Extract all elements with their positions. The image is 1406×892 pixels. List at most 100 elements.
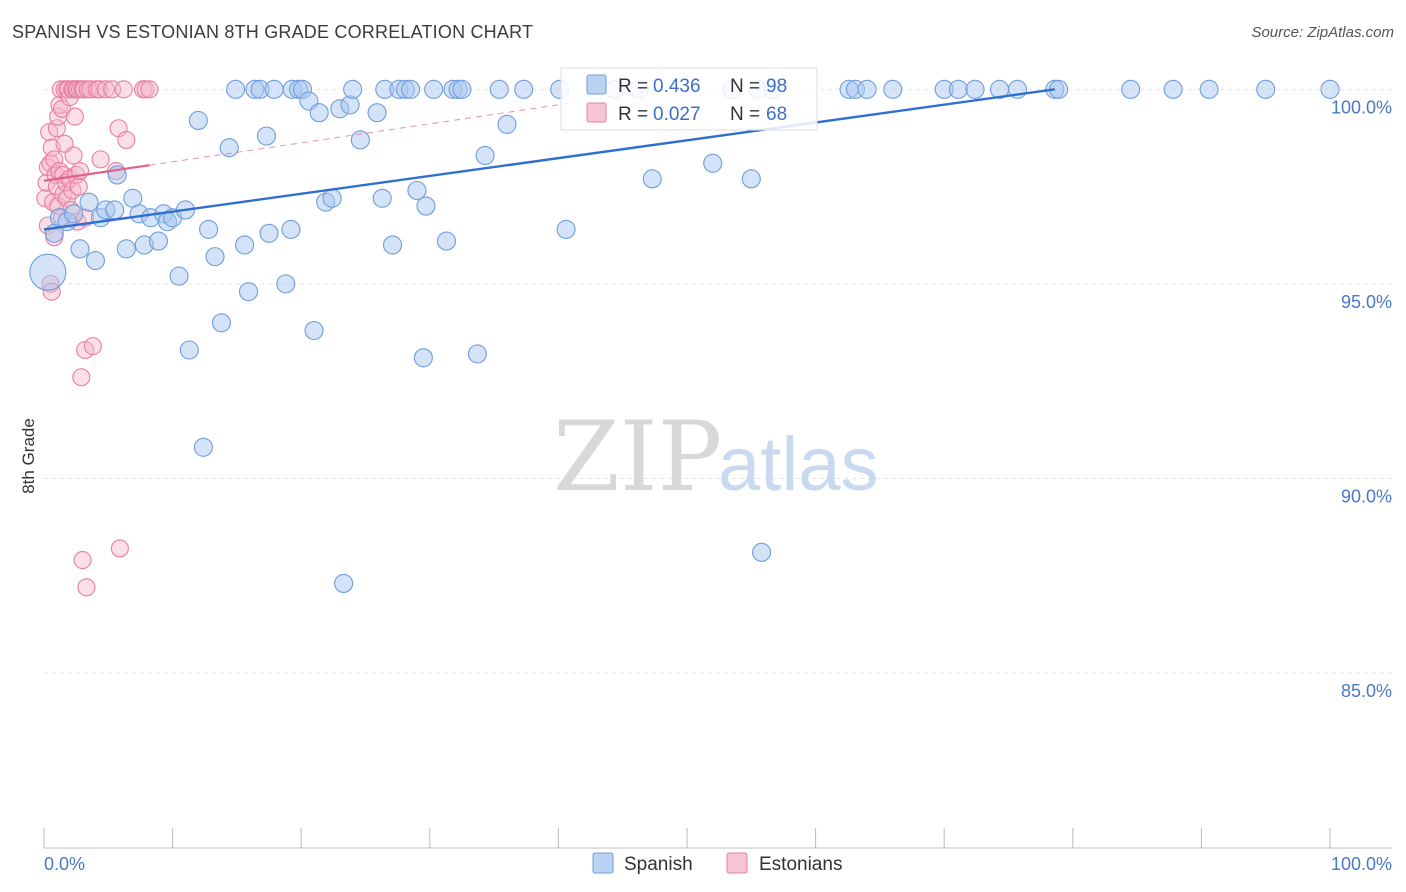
spanish-point	[1320, 79, 1340, 99]
spanish-point	[424, 79, 444, 99]
spanish-points	[29, 79, 1340, 593]
spanish-point	[642, 169, 662, 189]
spanish-point	[413, 348, 433, 368]
spanish-point	[948, 79, 968, 99]
estonians-point	[90, 80, 109, 99]
legend-swatch-spanish	[586, 74, 607, 95]
spanish-point	[85, 250, 105, 271]
spanish-point	[29, 253, 67, 291]
spanish-point	[199, 219, 219, 239]
spanish-point	[281, 219, 301, 239]
spanish-point	[334, 573, 354, 593]
spanish-point	[205, 247, 225, 267]
estonians-point	[110, 539, 129, 558]
x-ticks	[43, 828, 1331, 848]
x-tick-label-max: 100.0%	[1331, 854, 1392, 874]
spanish-point	[382, 235, 403, 255]
spanish-point	[304, 321, 324, 341]
estonians-points	[36, 80, 159, 597]
spanish-point	[219, 138, 239, 158]
spanish-point	[350, 130, 370, 150]
estonians-trend-line	[43, 164, 150, 182]
spanish-point	[256, 126, 277, 146]
spanish-point	[193, 437, 214, 457]
watermark: ZIP atlas	[553, 401, 879, 513]
spanish-point	[1163, 79, 1183, 99]
estonians-point	[117, 130, 136, 149]
spanish-point	[741, 169, 761, 189]
legend-estonians-r-label: R =	[618, 104, 648, 125]
spanish-point	[475, 145, 495, 166]
spanish-point	[467, 344, 487, 364]
watermark-zip: ZIP	[553, 401, 722, 513]
estonians-point	[65, 107, 84, 126]
legend-estonians-r-value: 0.027	[653, 104, 701, 125]
spanish-point	[497, 114, 517, 134]
spanish-point	[1199, 79, 1219, 99]
spanish-point	[857, 79, 877, 99]
spanish-point	[1256, 79, 1276, 99]
estonians-point	[96, 80, 115, 99]
bottom-legend: Spanish Estonians	[592, 852, 842, 875]
spanish-point	[514, 79, 534, 99]
y-tick-labels: 85.0% 90.0% 95.0% 100.0%	[1331, 97, 1392, 701]
y-tick-label: 90.0%	[1341, 486, 1392, 506]
estonians-point	[136, 80, 155, 99]
legend-estonians-n-value: 68	[766, 104, 787, 125]
estonians-point	[83, 337, 102, 356]
estonians-point	[140, 80, 159, 99]
spanish-point	[105, 200, 125, 220]
legend-swatch-estonians	[586, 102, 607, 123]
spanish-point	[436, 231, 457, 251]
spanish-point	[400, 79, 421, 99]
spanish-point	[179, 340, 199, 360]
spanish-point	[965, 79, 985, 99]
estonians-point	[77, 578, 96, 597]
bottom-legend-swatch-estonians	[726, 852, 748, 874]
y-axis-title: 8th Grade	[19, 418, 38, 494]
spanish-point	[70, 239, 90, 259]
grid-lines	[44, 88, 1392, 674]
estonians-point	[91, 150, 110, 169]
spanish-point	[343, 79, 363, 99]
spanish-point	[264, 79, 284, 99]
spanish-point	[116, 239, 136, 259]
spanish-point	[407, 180, 427, 201]
legend-estonians-n-label: N =	[730, 104, 760, 125]
spanish-point	[367, 103, 387, 123]
y-tick-label: 95.0%	[1341, 292, 1392, 312]
estonians-point	[72, 368, 91, 387]
spanish-point	[169, 266, 189, 286]
bottom-legend-swatch-spanish	[592, 852, 614, 874]
legend-spanish-n-value: 98	[766, 76, 787, 97]
spanish-point	[752, 542, 772, 562]
spanish-point	[226, 79, 246, 99]
estonians-point	[69, 177, 88, 196]
legend-spanish-n-label: N =	[730, 76, 760, 97]
spanish-point	[703, 153, 723, 173]
source-label: Source: ZipAtlas.com	[1251, 24, 1394, 41]
spanish-point	[64, 204, 84, 224]
legend-spanish-r-value: 0.436	[653, 76, 701, 97]
spanish-point	[372, 188, 392, 208]
watermark-atlas: atlas	[718, 422, 879, 507]
spanish-point	[416, 196, 436, 216]
spanish-point	[276, 274, 296, 294]
bottom-legend-spanish: Spanish	[624, 854, 693, 875]
spanish-point	[188, 110, 208, 131]
y-tick-label: 100.0%	[1331, 97, 1392, 117]
spanish-point	[235, 235, 255, 255]
estonians-point	[73, 551, 92, 570]
spanish-point	[489, 79, 509, 99]
estonians-point	[114, 80, 133, 99]
spanish-point	[211, 313, 232, 333]
spanish-trend-line	[43, 88, 1055, 231]
spanish-point	[452, 79, 472, 99]
spanish-point	[556, 219, 576, 239]
spanish-point	[79, 192, 99, 212]
estonians-point	[45, 150, 64, 169]
chart-title: SPANISH VS ESTONIAN 8TH GRADE CORRELATIO…	[12, 22, 534, 42]
estonians-point	[64, 146, 83, 165]
y-tick-label: 85.0%	[1341, 681, 1392, 701]
spanish-point	[340, 95, 360, 115]
